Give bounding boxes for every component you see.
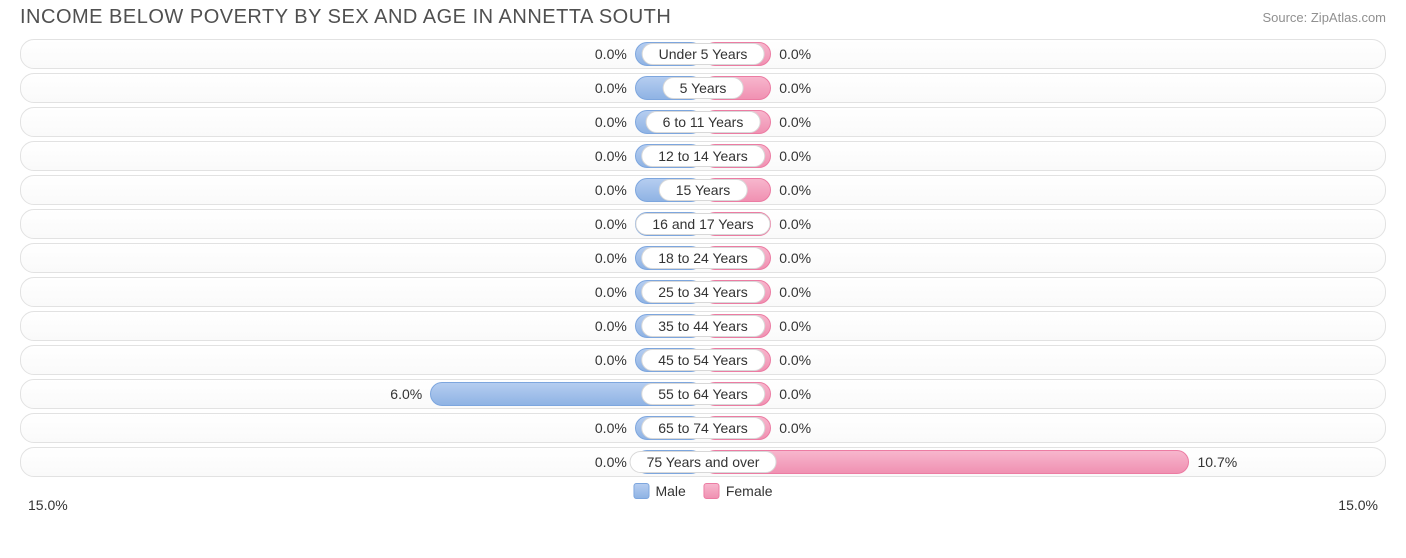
- male-swatch-icon: [633, 483, 649, 499]
- female-value-label: 0.0%: [779, 46, 811, 62]
- male-value-label: 0.0%: [595, 182, 627, 198]
- female-half: 0.0%: [703, 382, 1385, 406]
- chart-row: 0.0% 0.0% 35 to 44 Years: [20, 311, 1386, 341]
- female-value-label: 0.0%: [779, 250, 811, 266]
- male-half: 0.0%: [21, 42, 703, 66]
- category-label: 6 to 11 Years: [646, 111, 761, 133]
- category-label: 5 Years: [663, 77, 744, 99]
- female-half: 0.0%: [703, 314, 1385, 338]
- female-value-label: 0.0%: [779, 352, 811, 368]
- female-value-label: 0.0%: [779, 216, 811, 232]
- category-label: 35 to 44 Years: [641, 315, 765, 337]
- male-value-label: 0.0%: [595, 46, 627, 62]
- female-half: 10.7%: [703, 450, 1385, 474]
- female-half: 0.0%: [703, 246, 1385, 270]
- category-label: 45 to 54 Years: [641, 349, 765, 371]
- legend-male: Male: [633, 483, 685, 499]
- male-value-label: 0.0%: [595, 80, 627, 96]
- category-label: 15 Years: [659, 179, 748, 201]
- female-half: 0.0%: [703, 178, 1385, 202]
- female-value-label: 0.0%: [779, 114, 811, 130]
- axis-max-right: 15.0%: [1338, 497, 1378, 513]
- legend-female-label: Female: [726, 483, 773, 499]
- female-value-label: 0.0%: [779, 80, 811, 96]
- male-half: 0.0%: [21, 144, 703, 168]
- female-half: 0.0%: [703, 280, 1385, 304]
- chart-row: 0.0% 0.0% Under 5 Years: [20, 39, 1386, 69]
- male-value-label: 0.0%: [595, 216, 627, 232]
- female-value-label: 0.0%: [779, 420, 811, 436]
- male-half: 0.0%: [21, 110, 703, 134]
- male-half: 0.0%: [21, 416, 703, 440]
- female-value-label: 0.0%: [779, 148, 811, 164]
- female-value-label: 0.0%: [779, 386, 811, 402]
- female-half: 0.0%: [703, 348, 1385, 372]
- category-label: 55 to 64 Years: [641, 383, 765, 405]
- female-value-label: 0.0%: [779, 284, 811, 300]
- male-value-label: 0.0%: [595, 420, 627, 436]
- female-value-label: 0.0%: [779, 182, 811, 198]
- category-label: 75 Years and over: [630, 451, 777, 473]
- female-half: 0.0%: [703, 416, 1385, 440]
- male-value-label: 6.0%: [390, 386, 422, 402]
- male-value-label: 0.0%: [595, 148, 627, 164]
- male-value-label: 0.0%: [595, 250, 627, 266]
- male-value-label: 0.0%: [595, 318, 627, 334]
- male-half: 0.0%: [21, 280, 703, 304]
- male-half: 0.0%: [21, 178, 703, 202]
- legend-female: Female: [704, 483, 773, 499]
- chart-body: 0.0%0.0%Under 5 Years0.0%0.0%5 Years0.0%…: [0, 39, 1406, 477]
- axis-max-left: 15.0%: [28, 497, 68, 513]
- male-half: 0.0%: [21, 246, 703, 270]
- chart-header: INCOME BELOW POVERTY BY SEX AND AGE IN A…: [0, 0, 1406, 39]
- chart-row: 0.0% 10.7% 75 Years and over: [20, 447, 1386, 477]
- category-label: 25 to 34 Years: [641, 281, 765, 303]
- male-half: 0.0%: [21, 212, 703, 236]
- legend-male-label: Male: [655, 483, 685, 499]
- chart-source: Source: ZipAtlas.com: [1262, 10, 1386, 25]
- female-value-label: 0.0%: [779, 318, 811, 334]
- legend: Male Female: [633, 483, 772, 499]
- male-value-label: 0.0%: [595, 114, 627, 130]
- female-half: 0.0%: [703, 76, 1385, 100]
- female-half: 0.0%: [703, 42, 1385, 66]
- female-half: 0.0%: [703, 144, 1385, 168]
- male-value-label: 0.0%: [595, 284, 627, 300]
- male-value-label: 0.0%: [595, 352, 627, 368]
- chart-footer: 15.0% Male Female 15.0%: [0, 481, 1406, 531]
- chart-row: 0.0% 0.0% 18 to 24 Years: [20, 243, 1386, 273]
- female-half: 0.0%: [703, 212, 1385, 236]
- chart-row: 0.0% 0.0% 65 to 74 Years: [20, 413, 1386, 443]
- chart-row: 0.0% 0.0% 6 to 11 Years: [20, 107, 1386, 137]
- category-label: Under 5 Years: [642, 43, 765, 65]
- category-label: 16 and 17 Years: [635, 213, 770, 235]
- male-half: 0.0%: [21, 314, 703, 338]
- female-value-label: 10.7%: [1197, 454, 1237, 470]
- chart-row: 0.0% 0.0% 16 and 17 Years: [20, 209, 1386, 239]
- chart-row: 6.0% 0.0% 55 to 64 Years: [20, 379, 1386, 409]
- female-swatch-icon: [704, 483, 720, 499]
- male-half: 6.0%: [21, 382, 703, 406]
- male-half: 0.0%: [21, 76, 703, 100]
- male-value-label: 0.0%: [595, 454, 627, 470]
- chart-title: INCOME BELOW POVERTY BY SEX AND AGE IN A…: [20, 6, 671, 29]
- chart-row: 0.0% 0.0% 25 to 34 Years: [20, 277, 1386, 307]
- category-label: 12 to 14 Years: [641, 145, 765, 167]
- chart-row: 0.0% 0.0% 12 to 14 Years: [20, 141, 1386, 171]
- chart-row: 0.0% 0.0% 15 Years: [20, 175, 1386, 205]
- male-half: 0.0%: [21, 348, 703, 372]
- chart-row: 0.0% 0.0% 5 Years: [20, 73, 1386, 103]
- category-label: 18 to 24 Years: [641, 247, 765, 269]
- category-label: 65 to 74 Years: [641, 417, 765, 439]
- female-half: 0.0%: [703, 110, 1385, 134]
- male-half: 0.0%: [21, 450, 703, 474]
- chart-row: 0.0% 0.0% 45 to 54 Years: [20, 345, 1386, 375]
